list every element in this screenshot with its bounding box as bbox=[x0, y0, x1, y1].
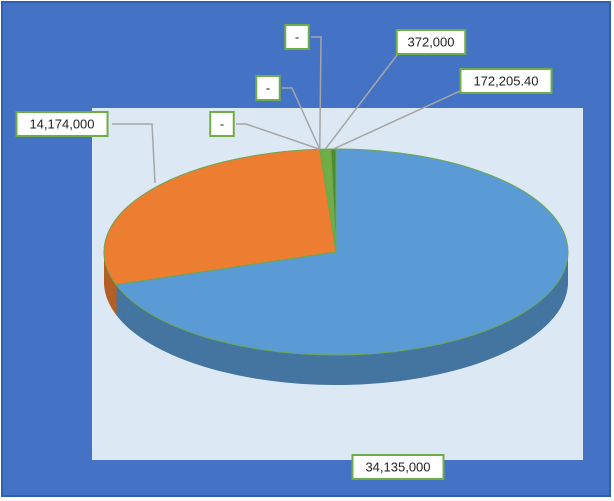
label-box bbox=[15, 111, 109, 137]
label-box bbox=[209, 111, 235, 137]
leader-line bbox=[112, 123, 156, 184]
leader-line bbox=[236, 123, 321, 150]
label-box bbox=[395, 29, 467, 55]
data-label: - bbox=[220, 116, 224, 131]
label-box bbox=[284, 24, 310, 50]
leader-line bbox=[282, 87, 321, 150]
label-box bbox=[459, 68, 553, 94]
slice bbox=[115, 148, 569, 356]
data-label: 34,135,000 bbox=[365, 459, 430, 474]
leader-line bbox=[311, 36, 322, 150]
label-box bbox=[255, 75, 281, 101]
data-label: - bbox=[266, 80, 270, 95]
data-label: 14,174,000 bbox=[29, 116, 94, 131]
slice bbox=[103, 148, 337, 286]
data-label: 172,205.40 bbox=[473, 73, 538, 88]
data-label: - bbox=[295, 29, 299, 44]
data-label: 372,000 bbox=[408, 34, 455, 49]
label-box bbox=[351, 454, 445, 480]
